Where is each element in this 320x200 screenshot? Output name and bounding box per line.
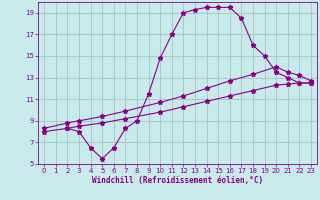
X-axis label: Windchill (Refroidissement éolien,°C): Windchill (Refroidissement éolien,°C)	[92, 176, 263, 185]
